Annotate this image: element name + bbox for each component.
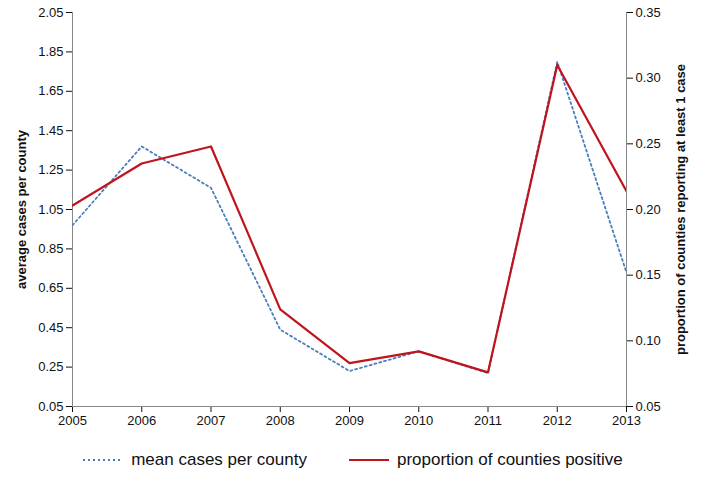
svg-text:2011: 2011	[474, 413, 502, 428]
svg-text:0.20: 0.20	[636, 202, 661, 217]
svg-text:1.05: 1.05	[38, 202, 63, 217]
svg-text:average cases per county: average cases per county	[14, 129, 29, 289]
svg-text:2007: 2007	[197, 413, 226, 428]
svg-text:2012: 2012	[543, 413, 572, 428]
svg-text:1.65: 1.65	[38, 83, 63, 98]
html-text:mean cases per county: mean cases per county	[131, 450, 307, 469]
svg-text:0.85: 0.85	[38, 241, 63, 256]
svg-text:2005: 2005	[58, 413, 87, 428]
svg-text:2013: 2013	[612, 413, 641, 428]
svg-text:1.25: 1.25	[38, 162, 63, 177]
svg-text:0.25: 0.25	[636, 136, 661, 151]
svg-text:0.30: 0.30	[636, 70, 661, 85]
svg-text:1.85: 1.85	[38, 44, 63, 59]
svg-text:0.15: 0.15	[636, 267, 661, 282]
svg-text:0.35: 0.35	[636, 5, 661, 20]
svg-text:2.05: 2.05	[38, 5, 63, 20]
svg-text:2006: 2006	[127, 413, 156, 428]
svg-text:2010: 2010	[404, 413, 433, 428]
html-text:proportion of counties positiv: proportion of counties positive	[397, 450, 623, 469]
svg-text:proportion of counties reporti: proportion of counties reporting at leas…	[673, 64, 688, 355]
svg-text:0.65: 0.65	[38, 280, 63, 295]
svg-text:0.05: 0.05	[636, 399, 661, 414]
svg-text:2009: 2009	[335, 413, 364, 428]
svg-text:0.25: 0.25	[38, 359, 63, 374]
svg-text:0.10: 0.10	[636, 333, 661, 348]
svg-text:0.05: 0.05	[38, 399, 63, 414]
svg-text:2008: 2008	[266, 413, 295, 428]
svg-text:0.45: 0.45	[38, 320, 63, 335]
svg-text:1.45: 1.45	[38, 123, 63, 138]
